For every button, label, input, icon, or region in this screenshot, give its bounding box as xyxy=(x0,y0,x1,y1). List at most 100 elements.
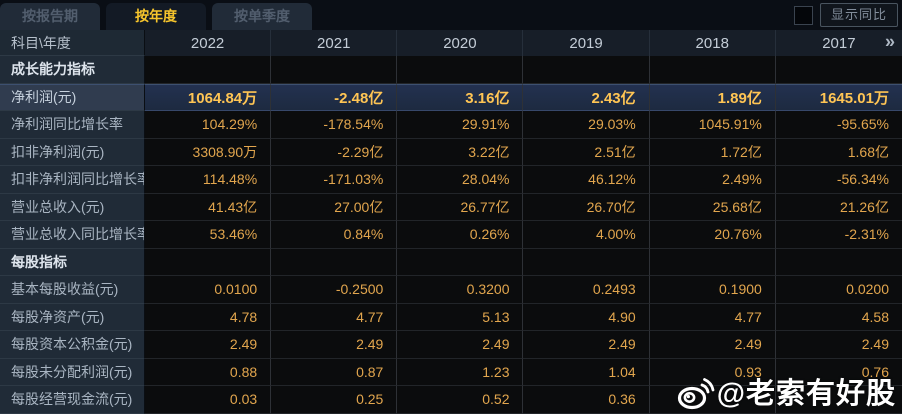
year-header-2020: 2020 xyxy=(397,30,524,56)
value-cell: 4.90 xyxy=(523,303,650,331)
row-label: 每股净资产(元) xyxy=(0,303,145,331)
value-cell: -178.54% xyxy=(271,111,398,139)
row-label: 营业总收入(元) xyxy=(0,193,145,221)
value-cell: 25.68亿 xyxy=(649,193,776,221)
value-cell: 1064.84万 xyxy=(145,83,272,111)
value-cell: 5.13 xyxy=(397,303,524,331)
value-cell: 4.00% xyxy=(523,221,650,249)
value-cell: 2.49 xyxy=(397,331,524,359)
yoy-controls: 显示同比 xyxy=(793,3,902,30)
weibo-logo-icon xyxy=(677,378,715,410)
value-cell: 21.26亿 xyxy=(775,193,902,221)
value-cell: 2.49% xyxy=(649,166,776,194)
value-cell: -0.2500 xyxy=(271,276,398,304)
value-cell xyxy=(523,56,650,84)
value-cell: 2.51亿 xyxy=(523,138,650,166)
value-cell: 3.16亿 xyxy=(397,83,524,111)
financial-table: 科目\年度 2022 2021 2020 2019 2018 2017 » 成长能力指标 净利润(… xyxy=(0,30,902,414)
value-cell: -2.29亿 xyxy=(271,138,398,166)
value-cell: 0.0200 xyxy=(775,276,902,304)
tab-bar: 按报告期 按年度 按单季度 显示同比 xyxy=(0,0,902,30)
value-cell: 53.46% xyxy=(145,221,272,249)
value-cell xyxy=(775,248,902,276)
value-cell: 28.04% xyxy=(397,166,524,194)
value-cell: 26.70亿 xyxy=(523,193,650,221)
section-label: 成长能力指标 xyxy=(0,56,145,84)
value-cell: 1.89亿 xyxy=(649,83,776,111)
value-cell: 1045.91% xyxy=(649,111,776,139)
watermark-handle: @老索有好股 xyxy=(716,378,896,410)
value-cell: 20.76% xyxy=(649,221,776,249)
row-label: 净利润(元) xyxy=(0,83,145,111)
value-cell: 0.1900 xyxy=(649,276,776,304)
value-cell xyxy=(397,56,524,84)
value-cell: 0.2493 xyxy=(523,276,650,304)
value-cell xyxy=(271,248,398,276)
value-cell: 3308.90万 xyxy=(145,138,272,166)
row-label: 扣非净利润(元) xyxy=(0,138,145,166)
tab-by-report-period[interactable]: 按报告期 xyxy=(0,3,100,30)
row-label: 基本每股收益(元) xyxy=(0,276,145,304)
show-yoy-label[interactable]: 显示同比 xyxy=(819,3,898,27)
row-label: 每股经营现金流(元) xyxy=(0,386,145,414)
value-cell xyxy=(649,248,776,276)
year-header-2021: 2021 xyxy=(271,30,398,56)
value-cell: 41.43亿 xyxy=(145,193,272,221)
year-label: 2019 xyxy=(569,34,603,52)
year-label: 2017 xyxy=(822,34,856,52)
value-cell: 0.84% xyxy=(271,221,398,249)
section-label: 每股指标 xyxy=(0,248,145,276)
value-cell: 1.68亿 xyxy=(775,138,902,166)
value-cell: 104.29% xyxy=(145,111,272,139)
value-cell: 0.0100 xyxy=(145,276,272,304)
value-cell: 0.93 xyxy=(649,358,776,386)
year-label: 2020 xyxy=(443,34,477,52)
year-header-2018: 2018 xyxy=(649,30,776,56)
value-cell: 2.49 xyxy=(649,331,776,359)
year-header-2022: 2022 xyxy=(145,30,272,56)
period-tabs: 按报告期 按年度 按单季度 xyxy=(0,0,318,30)
year-header-2017: 2017 » xyxy=(775,30,902,56)
value-cell: -2.31% xyxy=(775,221,902,249)
value-cell xyxy=(397,248,524,276)
value-cell: 27.00亿 xyxy=(271,193,398,221)
value-cell: 0.87 xyxy=(271,358,398,386)
value-cell: 0.52 xyxy=(397,386,524,414)
value-cell: 0.03 xyxy=(145,386,272,414)
value-cell xyxy=(775,386,902,414)
value-cell: 4.78 xyxy=(145,303,272,331)
value-cell: 46.12% xyxy=(523,166,650,194)
value-cell: 114.48% xyxy=(145,166,272,194)
value-cell: 1.23 xyxy=(397,358,524,386)
table-corner-label: 科目\年度 xyxy=(0,30,145,56)
year-label: 2018 xyxy=(695,34,729,52)
show-yoy-checkbox[interactable] xyxy=(793,5,813,25)
value-cell: -56.34% xyxy=(775,166,902,194)
more-years-icon[interactable]: » xyxy=(884,31,895,52)
value-cell: 2.43亿 xyxy=(523,83,650,111)
watermark: @老索有好股 xyxy=(677,370,896,412)
value-cell: 2.49 xyxy=(523,331,650,359)
value-cell: 2.49 xyxy=(775,331,902,359)
value-cell: 4.77 xyxy=(649,303,776,331)
year-label: 2022 xyxy=(190,34,225,52)
value-cell: -171.03% xyxy=(271,166,398,194)
row-label: 每股未分配利润(元) xyxy=(0,358,145,386)
row-label: 扣非净利润同比增长率 xyxy=(0,166,145,194)
value-cell: 0.26% xyxy=(397,221,524,249)
value-cell: 26.77亿 xyxy=(397,193,524,221)
value-cell: 0.88 xyxy=(145,358,272,386)
value-cell xyxy=(271,56,398,84)
value-cell xyxy=(145,248,272,276)
value-cell: 1645.01万 xyxy=(775,83,902,111)
value-cell: 0.25 xyxy=(271,386,398,414)
value-cell: 0.3200 xyxy=(397,276,524,304)
row-label: 营业总收入同比增长率 xyxy=(0,221,145,249)
value-cell: 4.77 xyxy=(271,303,398,331)
row-label: 每股资本公积金(元) xyxy=(0,331,145,359)
tab-by-year[interactable]: 按年度 xyxy=(106,3,206,30)
value-cell: 2.49 xyxy=(271,331,398,359)
tab-by-quarter[interactable]: 按单季度 xyxy=(212,3,312,30)
value-cell: -95.65% xyxy=(775,111,902,139)
year-label: 2021 xyxy=(317,34,351,52)
